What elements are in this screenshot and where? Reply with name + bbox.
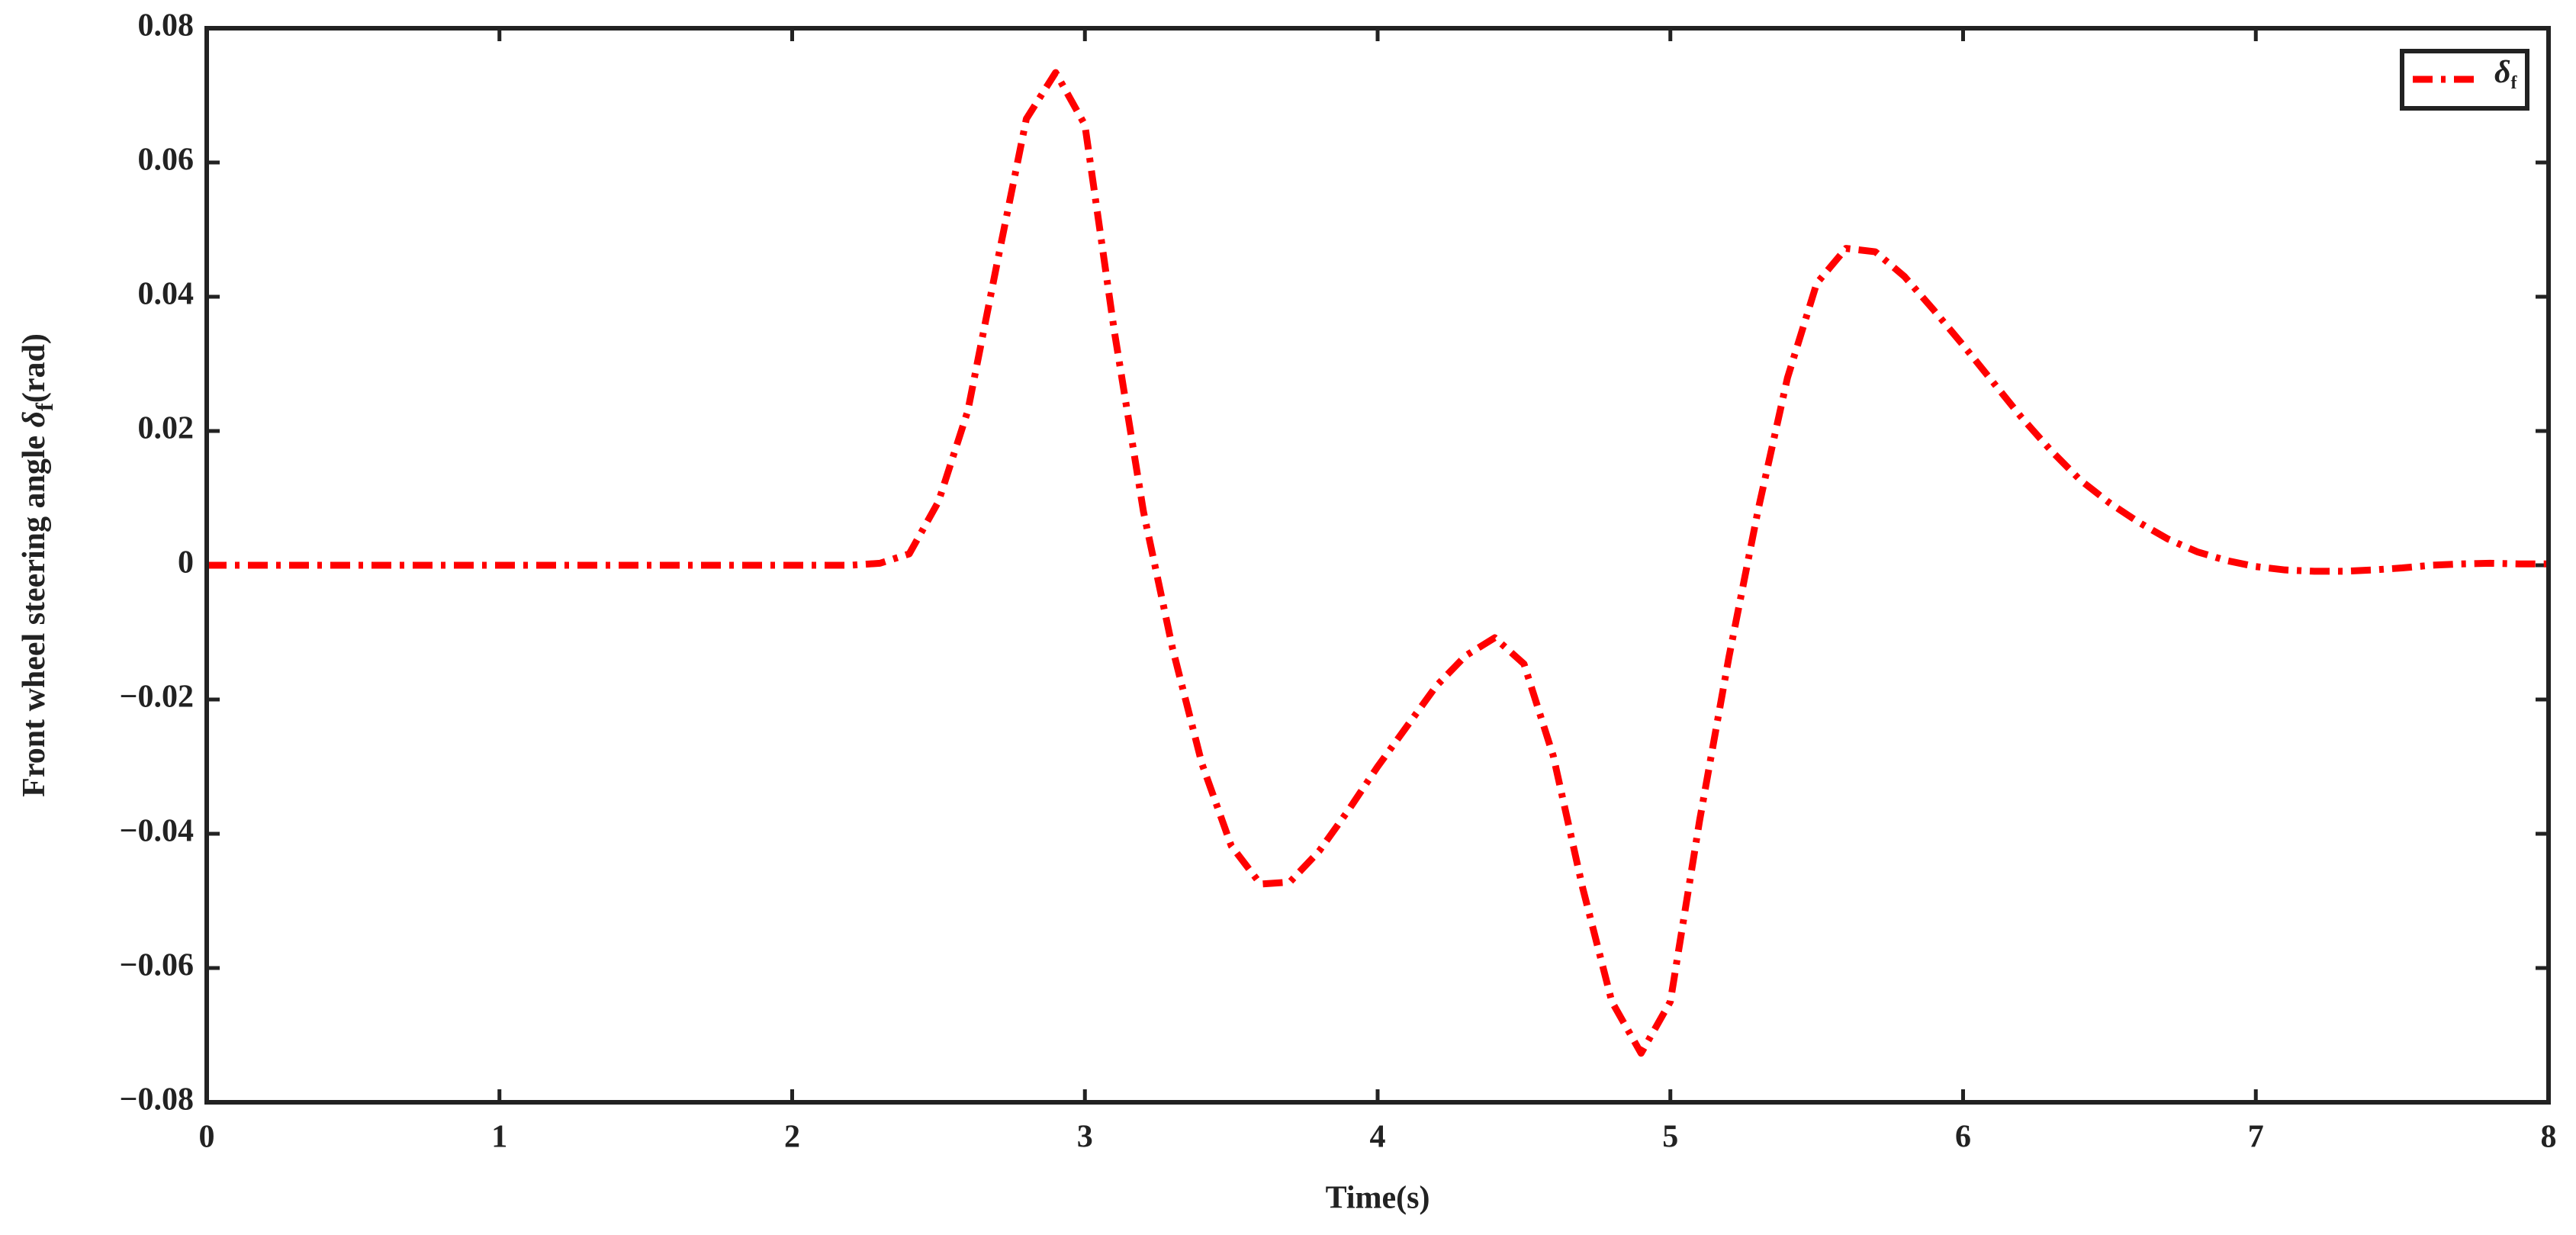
x-tick-label: 3 xyxy=(1077,1120,1093,1155)
legend: δf xyxy=(2400,49,2529,111)
y-tick-label: 0 xyxy=(178,545,194,581)
x-tick-label: 8 xyxy=(2541,1120,2557,1155)
x-tick-label: 1 xyxy=(491,1120,507,1155)
y-tick-label: 0.06 xyxy=(138,143,195,178)
y-axis-title: Front wheel steering angle δf(rad) xyxy=(17,333,59,797)
y-tick-label: 0.04 xyxy=(138,277,195,312)
x-tick-label: 5 xyxy=(1662,1120,1678,1155)
legend-label: δf xyxy=(2494,55,2518,93)
plot-frame xyxy=(204,26,2551,1105)
y-axis-title-part: f xyxy=(31,403,58,411)
y-axis-title-part: Front wheel steering angle xyxy=(17,427,52,796)
y-tick-label: −0.02 xyxy=(120,680,194,715)
y-tick-label: −0.08 xyxy=(120,1082,194,1118)
x-axis-title: Time(s) xyxy=(1326,1181,1430,1216)
y-axis-title-part: δ xyxy=(17,411,52,428)
data-line xyxy=(207,69,2549,1057)
y-tick-label: 0.08 xyxy=(138,8,195,43)
y-axis-title-part: (rad) xyxy=(17,333,52,403)
x-tick-label: 7 xyxy=(2248,1120,2264,1155)
x-tick-label: 0 xyxy=(199,1120,215,1155)
y-tick-label: 0.02 xyxy=(138,411,195,446)
x-tick-label: 2 xyxy=(784,1120,800,1155)
y-tick-label: −0.04 xyxy=(120,814,194,849)
y-tick-label: −0.06 xyxy=(120,948,194,983)
x-tick-label: 6 xyxy=(1955,1120,1971,1155)
x-tick-label: 4 xyxy=(1370,1120,1386,1155)
